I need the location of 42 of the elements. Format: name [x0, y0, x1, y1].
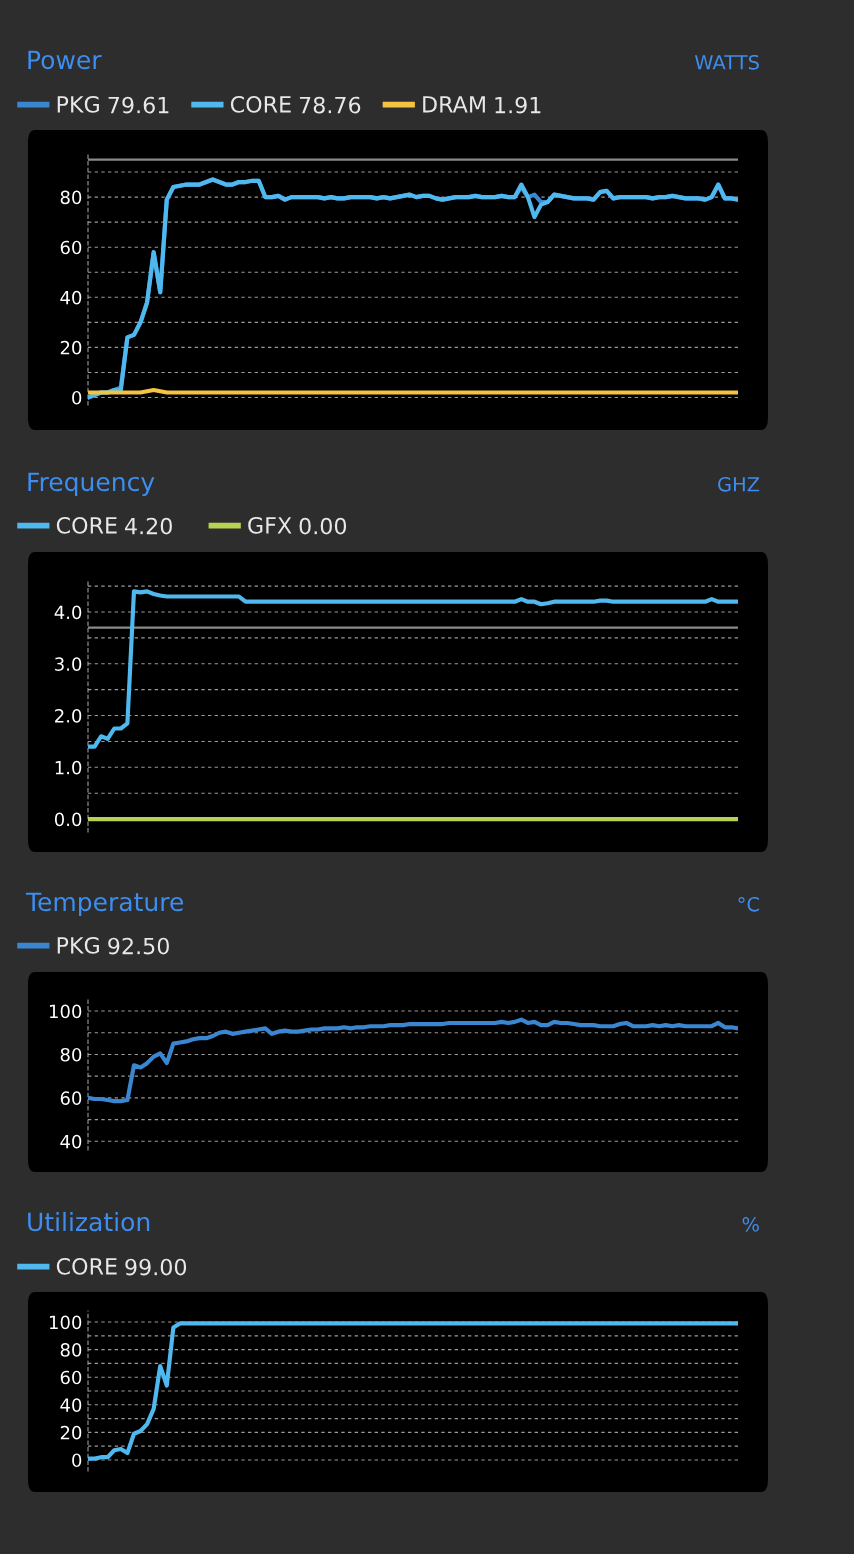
text: 99.00: [125, 1258, 187, 1276]
y-tick-label: 80: [60, 190, 82, 205]
chart-title: Power: [28, 50, 102, 70]
text: 1.91: [495, 96, 541, 114]
legend-label: CORE: [56, 1257, 117, 1275]
chart-title: Frequency: [28, 472, 155, 497]
y-tick-label: 0.0: [54, 812, 82, 827]
y-axis-title: °C: [738, 896, 759, 912]
legend-label: CORE: [56, 516, 117, 534]
y-tick-label: 60: [60, 240, 82, 255]
y-tick-label: 40: [60, 290, 82, 305]
legend-label: CORE: [230, 95, 291, 113]
y-tick-label: 20: [60, 1425, 82, 1440]
y-tick-label: 2.0: [55, 709, 82, 723]
text: 4.20: [125, 517, 172, 535]
text: 92.50: [108, 937, 169, 955]
y-tick-label: 100: [49, 1315, 82, 1330]
y-tick-label: 0: [72, 390, 82, 405]
y-axis-title: WATTS: [694, 54, 759, 70]
y-tick-label: 60: [60, 1370, 82, 1385]
y-tick-label: 40: [60, 1398, 82, 1412]
y-tick-label: 4.0: [54, 605, 82, 620]
text: 79.61: [108, 96, 169, 114]
chart-title: Temperature: [25, 892, 184, 917]
y-tick-label: 3.0: [55, 657, 82, 671]
y-tick-label: 40: [60, 1134, 82, 1149]
y-tick-label: 80: [60, 1343, 82, 1357]
y-tick-label: 20: [60, 340, 82, 355]
y-tick-label: 1.0: [55, 760, 82, 775]
legend-label: PKG: [57, 95, 99, 113]
y-tick-label: 0: [72, 1453, 82, 1468]
chart-title: Utilization: [28, 1211, 150, 1232]
y-tick-label: 100: [49, 1004, 82, 1019]
text: 0.00: [299, 517, 347, 535]
legend-label: DRAM: [423, 96, 485, 113]
y-axis-title: %: [742, 1216, 759, 1232]
legend-label: PKG: [57, 936, 99, 954]
text: 78.76: [299, 96, 361, 114]
y-axis-title: GHZ: [718, 476, 760, 492]
legend-label: GFX: [248, 516, 292, 534]
y-tick-label: 60: [60, 1091, 82, 1105]
y-tick-label: 80: [60, 1047, 82, 1062]
